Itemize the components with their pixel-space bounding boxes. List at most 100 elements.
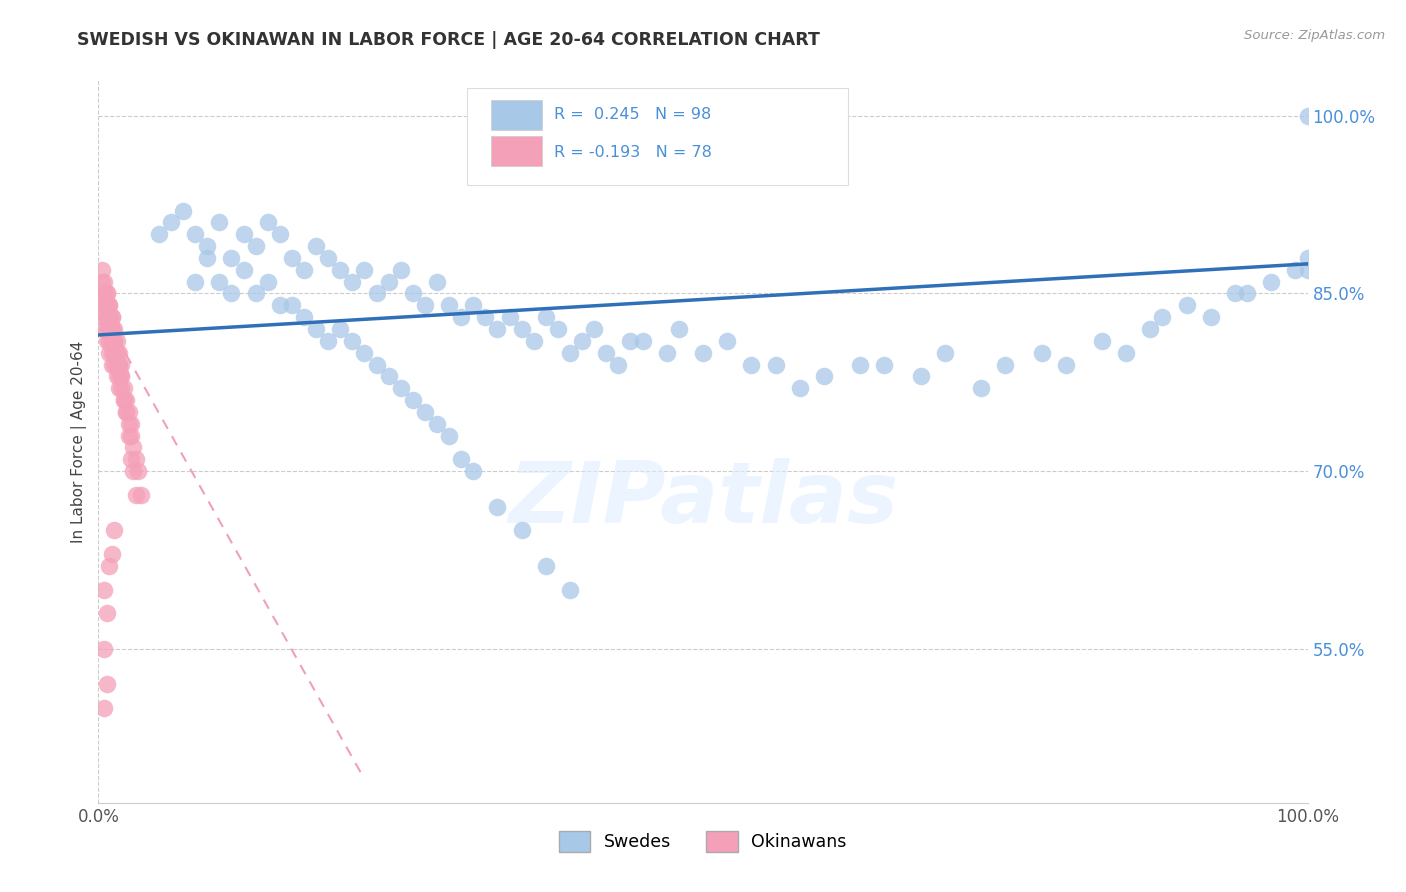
Point <box>631 334 654 348</box>
Point <box>108 381 131 395</box>
Point <box>93 641 115 656</box>
Point <box>342 275 364 289</box>
Point <box>110 369 132 384</box>
Point <box>118 428 141 442</box>
Point <box>91 275 114 289</box>
Point <box>98 322 121 336</box>
Point <box>329 322 352 336</box>
Point <box>510 322 533 336</box>
Point <box>98 310 121 325</box>
Point <box>108 369 131 384</box>
Point <box>148 227 170 242</box>
Point <box>740 358 762 372</box>
Point <box>813 369 835 384</box>
Point <box>184 227 207 242</box>
Point <box>221 251 243 265</box>
Point <box>1139 322 1161 336</box>
Point <box>571 334 593 348</box>
Point <box>510 524 533 538</box>
Point <box>98 298 121 312</box>
Point <box>1296 109 1319 123</box>
Point <box>96 298 118 312</box>
Point <box>281 251 304 265</box>
Point <box>103 358 125 372</box>
Point <box>269 227 291 242</box>
Point <box>486 322 509 336</box>
Point <box>426 417 449 431</box>
Point <box>93 286 115 301</box>
Point <box>118 405 141 419</box>
Point <box>256 275 278 289</box>
Point <box>1296 262 1319 277</box>
Point <box>96 677 118 691</box>
Point <box>105 358 128 372</box>
Point <box>172 203 194 218</box>
Point <box>910 369 932 384</box>
Point <box>98 345 121 359</box>
Text: Source: ZipAtlas.com: Source: ZipAtlas.com <box>1244 29 1385 42</box>
Point <box>100 310 122 325</box>
Point <box>413 298 436 312</box>
Point <box>402 286 425 301</box>
Point <box>108 358 131 372</box>
Point <box>437 298 460 312</box>
Point <box>558 582 581 597</box>
Point <box>1199 310 1222 325</box>
Point <box>377 275 399 289</box>
Point <box>93 298 115 312</box>
Point <box>1031 345 1053 359</box>
Point <box>195 239 218 253</box>
Point <box>105 358 128 372</box>
Point <box>245 286 267 301</box>
Point <box>232 227 254 242</box>
Point <box>93 322 115 336</box>
Point <box>437 428 460 442</box>
Point <box>316 334 339 348</box>
Point <box>122 464 145 478</box>
Point <box>125 452 148 467</box>
FancyBboxPatch shape <box>492 136 543 166</box>
Point <box>105 369 128 384</box>
Point <box>221 286 243 301</box>
Point <box>129 488 152 502</box>
Point <box>98 310 121 325</box>
Point <box>96 310 118 325</box>
Point <box>103 345 125 359</box>
Point <box>93 275 115 289</box>
Point <box>377 369 399 384</box>
Point <box>1054 358 1077 372</box>
Point <box>692 345 714 359</box>
Point <box>96 322 118 336</box>
Point <box>100 547 122 561</box>
Point <box>105 345 128 359</box>
Point <box>195 251 218 265</box>
Point <box>122 441 145 455</box>
Point <box>389 381 412 395</box>
Point <box>103 322 125 336</box>
Point <box>103 334 125 348</box>
Point <box>208 215 231 229</box>
Point <box>93 310 115 325</box>
Point <box>256 215 278 229</box>
Point <box>1223 286 1246 301</box>
Point <box>100 345 122 359</box>
Point <box>93 286 115 301</box>
Point <box>96 310 118 325</box>
Point <box>120 417 142 431</box>
Point <box>93 298 115 312</box>
Point <box>389 262 412 277</box>
Text: ZIPatlas: ZIPatlas <box>508 458 898 541</box>
Point <box>413 405 436 419</box>
Point <box>96 607 118 621</box>
Point <box>316 251 339 265</box>
Point <box>329 262 352 277</box>
Point <box>523 334 546 348</box>
Point <box>103 345 125 359</box>
Point <box>450 310 472 325</box>
Point <box>184 275 207 289</box>
Point <box>96 298 118 312</box>
Point <box>402 393 425 408</box>
Point <box>118 417 141 431</box>
Point <box>112 381 135 395</box>
Point <box>125 488 148 502</box>
